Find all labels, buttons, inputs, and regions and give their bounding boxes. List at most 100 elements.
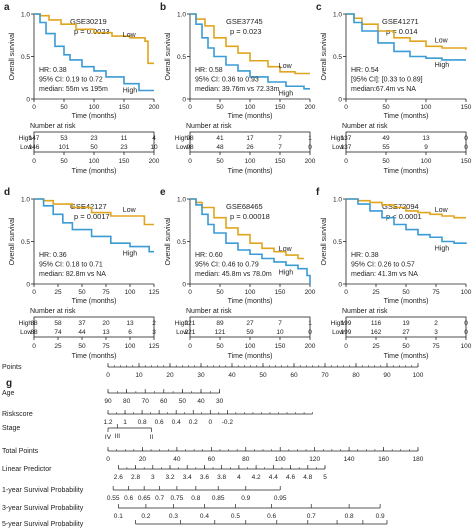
panel-letter: c [316,2,322,13]
curve-label-high: High [435,246,450,253]
nomogram-tick-label: 50 [259,372,267,379]
y-tick-label: 0.5 [177,239,186,246]
risk-x-tick-label: 100 [421,158,432,165]
risk-x-axis-title: Time (months) [384,353,429,360]
dataset-label: GSE42127 [70,202,107,211]
risk-count-low: 0 [464,144,468,151]
risk-count-high: 137 [341,135,352,142]
nomogram-tick-label: 40 [173,456,181,463]
curve-label-low: Low [123,207,137,214]
x-tick-label: 75 [432,289,440,296]
panel-letter: f [316,187,320,198]
x-tick-label: 50 [216,104,224,111]
nomogram-tick-label: 0.95 [274,495,287,502]
nomogram-tick-label: 3.4 [183,474,192,481]
nomogram-row-label: Total Points [2,448,39,455]
nomogram-tick-label: 0.4 [172,419,181,426]
panel-letter: b [160,2,166,13]
risk-count-high: 27 [246,320,254,327]
nomogram-tick-label: 0.2 [141,513,150,520]
hr-stat-line: 95% CI: 0.19 to 0.72 [39,77,103,84]
risk-count-low: 162 [371,329,382,336]
risk-count-low: 27 [402,329,410,336]
p-value: p = 0.023 [230,27,262,36]
x-tick-label: 0 [344,104,348,111]
risk-count-high: 41 [216,135,224,142]
risk-x-tick-label: 150 [119,158,130,165]
nomogram-tick-label: 0.6 [124,495,133,502]
nomogram-tick-label: 70 [142,398,150,405]
nomogram-row: 5-year Survival Probability0.10.20.30.40… [2,520,388,528]
nomogram-tick-label: 5 [323,474,327,481]
risk-count-high: 53 [60,135,68,142]
risk-x-axis-title: Time (months) [72,353,117,360]
y-tick-label: 0 [182,97,186,104]
risk-table-title: Number at risk [30,308,76,315]
risk-row-label-low: Low [20,329,32,336]
risk-x-tick-label: 200 [305,158,316,165]
nomogram-tick-label: 20 [139,456,147,463]
x-tick-label: 75 [102,289,110,296]
hr-stat-line: 95% CI: 0.36 to 0.93 [195,77,259,84]
risk-count-high: 37 [78,320,86,327]
y-tick-label: 0.5 [333,54,342,61]
curve-label-low: Low [279,246,293,253]
risk-count-high: 58 [54,320,62,327]
risk-row-label-low: Low [332,144,344,151]
nomogram-tick-label: 80 [123,398,131,405]
risk-row-label-high: High [175,320,189,327]
risk-count-low: 98 [186,144,194,151]
risk-count-low: 221 [185,329,196,336]
x-tick-label: 0 [188,289,192,296]
nomogram-row-label: Points [2,364,22,371]
risk-x-tick-label: 200 [149,158,160,165]
nomogram-tick-label: 0.55 [107,495,120,502]
curve-label-low: Low [435,37,449,44]
panel-letter: a [4,2,10,13]
nomogram-row-label: 3-year Survival Probability [2,505,84,512]
nomogram-tick-label: 3 [151,474,155,481]
nomogram-tick-label: 0.65 [138,495,151,502]
nomogram-tick-label: 160 [378,456,389,463]
survival-curve-low [346,13,467,50]
hr-stat-line: HR: 0.36 [39,252,67,259]
risk-table-frame [33,316,155,338]
nomogram-tick-label: II [150,434,154,441]
y-tick-label: 0 [26,282,30,289]
risk-count-high: 147 [29,135,40,142]
nomogram-tick-label: 0.6 [267,513,276,520]
y-tick-label: 1.0 [21,197,30,204]
risk-table-title: Number at risk [342,123,388,130]
risk-count-low: 88 [30,329,38,336]
nomogram-tick-label: 0.9 [376,513,385,520]
nomogram-tick-label: III [115,433,121,440]
curve-label-high: High [123,251,138,258]
survival-curve-low [34,13,154,65]
risk-x-tick-label: 100 [245,158,256,165]
nomogram-tick-label: 10 [135,372,143,379]
risk-x-tick-label: 100 [125,343,136,350]
survival-curve-low [190,13,310,75]
risk-row-label-low: Low [332,329,344,336]
risk-count-high: 11 [121,135,128,142]
risk-count-low: 0 [308,144,312,151]
risk-count-high: 116 [371,320,382,327]
risk-count-high: 1 [308,320,312,327]
risk-count-low: 74 [54,329,62,336]
x-tick-label: 200 [149,104,160,111]
risk-count-high: 2 [434,320,438,327]
risk-count-low: 199 [341,329,352,336]
y-axis-title: Overall survival [9,217,16,265]
risk-x-tick-label: 50 [216,343,224,350]
y-axis-title: Overall survival [321,32,328,80]
risk-x-tick-label: 100 [461,343,472,350]
risk-count-high: 0 [464,320,468,327]
x-tick-label: 50 [60,104,68,111]
risk-table-title: Number at risk [30,123,76,130]
x-tick-label: 100 [245,104,256,111]
dataset-label: GSE68465 [226,202,263,211]
risk-count-low: 101 [59,144,70,151]
p-value: p = 0.0023 [74,27,110,36]
risk-x-tick-label: 75 [102,343,110,350]
